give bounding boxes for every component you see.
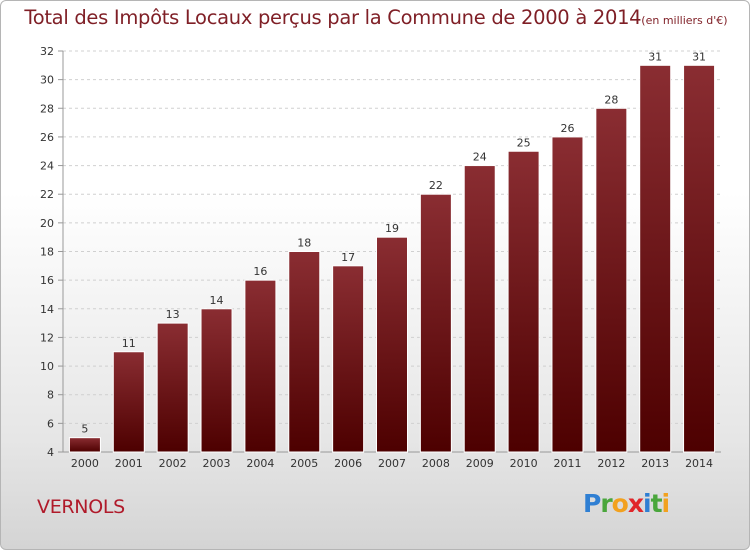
data-label: 22: [429, 179, 443, 192]
bar-2011: [551, 136, 584, 453]
data-label: 31: [648, 50, 662, 63]
chart-title: Total des Impôts Locaux perçus par la Co…: [1, 6, 749, 29]
bar-2005: [288, 251, 321, 453]
data-label: 26: [560, 122, 574, 135]
bar-2014: [683, 64, 716, 453]
logo-letter: x: [627, 489, 644, 518]
commune-name: VERNOLS: [37, 496, 125, 518]
bar-2001: [112, 351, 145, 453]
y-tick-label: 8: [47, 389, 54, 402]
bar-2013: [639, 64, 672, 453]
x-tick-label: 2011: [553, 457, 581, 470]
y-tick-label: 28: [40, 102, 54, 115]
bar-2002: [156, 322, 189, 453]
logo-letter: r: [600, 489, 612, 518]
data-label: 17: [341, 251, 355, 264]
data-label: 24: [473, 151, 487, 164]
y-tick-label: 20: [40, 217, 54, 230]
y-tick-label: 32: [40, 45, 54, 58]
y-tick-label: 22: [40, 188, 54, 201]
bar-2007: [376, 236, 408, 453]
bar-2009: [463, 165, 496, 453]
y-tick-label: 12: [40, 331, 54, 344]
bar-2010: [507, 150, 540, 453]
data-label: 18: [297, 237, 311, 250]
data-label: 19: [385, 222, 399, 235]
x-tick-label: 2006: [334, 457, 362, 470]
bars: [68, 64, 716, 453]
y-tick-label: 30: [40, 74, 54, 87]
x-tick-label: 2001: [115, 457, 143, 470]
data-label: 31: [692, 50, 706, 63]
logo-letter: o: [611, 489, 629, 518]
bar-2003: [200, 308, 233, 453]
x-tick-label: 2014: [685, 457, 713, 470]
y-tick-label: 24: [40, 160, 54, 173]
proxiti-logo: Proxiti: [583, 489, 671, 518]
y-tick-label: 14: [40, 303, 54, 316]
logo-letter: i: [643, 489, 652, 518]
x-tick-label: 2013: [641, 457, 669, 470]
y-tick-label: 4: [47, 446, 54, 459]
y-tick-label: 16: [40, 274, 54, 287]
bar-2004: [244, 279, 277, 453]
x-tick-label: 2004: [246, 457, 274, 470]
logo-letter: P: [583, 489, 601, 518]
x-tick-label: 2012: [597, 457, 625, 470]
logo-letter: i: [661, 489, 671, 518]
bar-2012: [595, 107, 628, 453]
bar-2006: [332, 265, 365, 453]
x-tick-label: 2007: [378, 457, 406, 470]
x-tick-label: 2009: [466, 457, 494, 470]
data-label: 28: [604, 93, 618, 106]
x-tick-label: 2002: [159, 457, 187, 470]
data-label: 11: [122, 337, 136, 350]
logo-letter: t: [650, 489, 663, 518]
bar-2000: [68, 437, 101, 453]
y-tick-label: 18: [40, 246, 54, 259]
bar-2008: [419, 193, 452, 453]
x-tick-label: 2008: [422, 457, 450, 470]
y-tick-label: 10: [40, 360, 54, 373]
chart-title-unit: (en milliers d'€): [641, 14, 728, 27]
labels: 4 6 8 10 12 14 16 18 20 22 24 26 28 30 32 5 2000 11 2001 13…: [40, 45, 713, 470]
data-label: 16: [253, 265, 267, 278]
x-tick-label: 2003: [203, 457, 231, 470]
y-tick-label: 6: [47, 417, 54, 430]
data-label: 14: [210, 294, 224, 307]
data-label: 25: [517, 136, 531, 149]
x-tick-label: 2010: [510, 457, 538, 470]
y-tick-label: 26: [40, 131, 54, 144]
x-tick-label: 2000: [71, 457, 99, 470]
chart-title-main: Total des Impôts Locaux perçus par la Co…: [24, 6, 642, 29]
data-label: 13: [166, 308, 180, 321]
data-label: 5: [81, 423, 88, 436]
x-tick-label: 2005: [290, 457, 318, 470]
